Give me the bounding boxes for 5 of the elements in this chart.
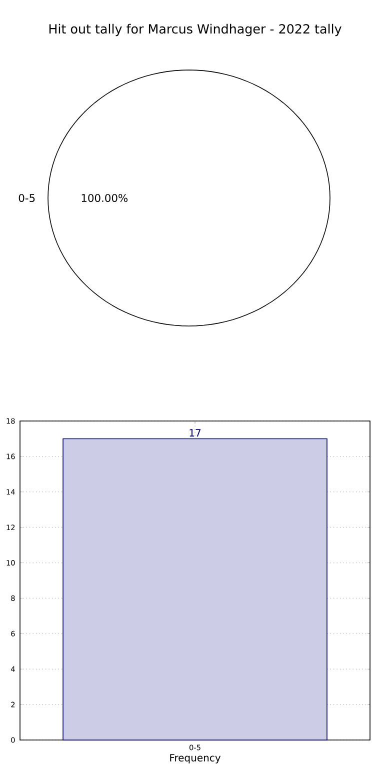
data-label: 17 (190, 429, 200, 436)
data-label: 100.00% (82, 194, 128, 202)
chart-title: Hit out tally for Marcus Windhager - 2022 tally (49, 24, 342, 36)
x-axis-title: Frequency (170, 754, 221, 764)
slice-label: 0-5 (18, 194, 35, 202)
